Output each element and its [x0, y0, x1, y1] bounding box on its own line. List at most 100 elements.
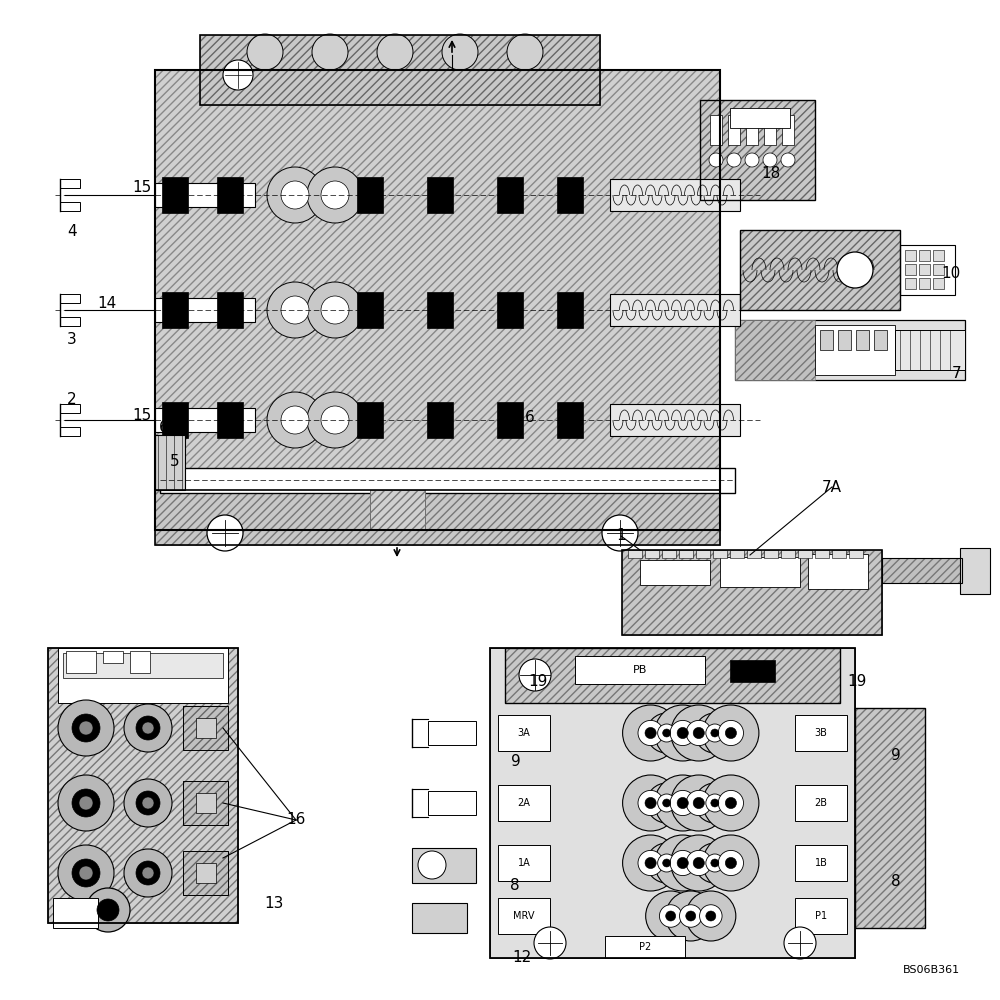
Text: 2A: 2A: [518, 798, 530, 808]
Bar: [498, 845, 550, 881]
Circle shape: [519, 659, 551, 691]
Circle shape: [671, 835, 727, 891]
Circle shape: [79, 721, 93, 735]
Bar: [183, 851, 228, 895]
Text: 8: 8: [891, 874, 901, 890]
Circle shape: [418, 851, 446, 879]
Circle shape: [686, 790, 711, 816]
Bar: [815, 550, 829, 558]
Text: 5: 5: [170, 454, 180, 470]
Bar: [497, 177, 523, 213]
Circle shape: [677, 857, 688, 869]
Bar: [919, 264, 930, 275]
Circle shape: [142, 867, 154, 879]
Circle shape: [136, 791, 160, 815]
Circle shape: [645, 797, 656, 809]
Bar: [490, 648, 855, 958]
Bar: [130, 651, 150, 673]
Circle shape: [72, 714, 100, 742]
Bar: [696, 550, 710, 558]
Bar: [155, 490, 720, 545]
Bar: [933, 278, 944, 289]
Bar: [196, 793, 216, 813]
Bar: [933, 264, 944, 275]
Text: 10: 10: [941, 266, 961, 282]
Bar: [183, 781, 228, 825]
Circle shape: [623, 775, 679, 831]
Bar: [882, 558, 962, 583]
Circle shape: [247, 34, 283, 70]
Bar: [497, 402, 523, 438]
Text: 3A: 3A: [518, 728, 530, 738]
Bar: [905, 250, 916, 261]
Circle shape: [659, 905, 682, 927]
Text: 6: 6: [159, 420, 169, 434]
Bar: [610, 404, 740, 436]
Circle shape: [507, 34, 543, 70]
Bar: [933, 250, 944, 261]
Circle shape: [58, 845, 114, 901]
Bar: [48, 648, 238, 923]
Circle shape: [534, 927, 566, 959]
Text: PB: PB: [633, 665, 647, 675]
Bar: [370, 490, 425, 530]
Text: 1A: 1A: [518, 858, 530, 868]
Circle shape: [321, 296, 349, 324]
Bar: [155, 70, 720, 530]
Text: 16: 16: [286, 812, 306, 828]
Text: 2: 2: [67, 392, 77, 408]
Bar: [162, 292, 188, 328]
Bar: [427, 177, 453, 213]
Circle shape: [695, 713, 735, 753]
Circle shape: [693, 797, 704, 809]
Circle shape: [602, 515, 638, 551]
Circle shape: [671, 775, 727, 831]
Circle shape: [686, 720, 711, 746]
Text: 19: 19: [528, 674, 548, 690]
Bar: [895, 330, 965, 370]
Circle shape: [655, 705, 711, 761]
Bar: [764, 115, 776, 145]
Bar: [713, 550, 727, 558]
Circle shape: [136, 861, 160, 885]
Circle shape: [124, 779, 172, 827]
Circle shape: [725, 727, 736, 739]
Circle shape: [645, 727, 656, 739]
Bar: [60, 427, 80, 436]
Bar: [798, 550, 812, 558]
Circle shape: [124, 849, 172, 897]
Text: 12: 12: [512, 950, 532, 964]
Text: 2B: 2B: [814, 798, 828, 808]
Circle shape: [321, 181, 349, 209]
Text: 13: 13: [264, 896, 284, 912]
Bar: [53, 898, 98, 928]
Bar: [849, 550, 863, 558]
Circle shape: [686, 850, 711, 876]
Bar: [196, 718, 216, 738]
Circle shape: [623, 835, 679, 891]
Bar: [855, 708, 925, 928]
Bar: [217, 292, 243, 328]
Bar: [735, 320, 815, 380]
Bar: [764, 550, 778, 558]
Bar: [557, 292, 583, 328]
Bar: [155, 490, 720, 545]
Circle shape: [711, 729, 719, 737]
Circle shape: [711, 799, 719, 807]
Bar: [60, 294, 80, 303]
Circle shape: [725, 857, 736, 869]
Bar: [610, 179, 740, 211]
Bar: [856, 330, 869, 350]
Circle shape: [79, 796, 93, 810]
Circle shape: [281, 406, 309, 434]
Circle shape: [281, 181, 309, 209]
Text: 8: 8: [510, 878, 520, 892]
Circle shape: [58, 775, 114, 831]
Text: P2: P2: [639, 942, 651, 952]
Circle shape: [703, 835, 759, 891]
Bar: [795, 845, 847, 881]
Circle shape: [623, 705, 679, 761]
Circle shape: [663, 859, 671, 867]
Bar: [412, 903, 467, 933]
Circle shape: [321, 406, 349, 434]
